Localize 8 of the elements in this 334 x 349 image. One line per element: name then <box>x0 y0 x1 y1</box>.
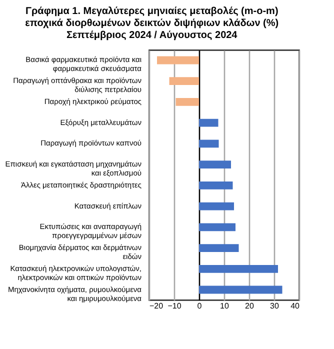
x-tick-label: −20 <box>150 302 164 310</box>
x-tick-label: 40 <box>290 302 300 310</box>
x-tick-label: −10 <box>168 302 182 310</box>
x-tick-label: 0 <box>197 302 202 310</box>
x-tick-label: 30 <box>270 302 280 310</box>
x-tick-label: 20 <box>245 302 254 310</box>
chart-title: Γράφημα 1. Μεγαλύτερες μηνιαίες μεταβολές (m-o-m) εποχικά διορθωμένων δεικτών διψήφιων κλάδων (%) Σεπτέμβριος 2024 / Αύγουστος 2024 <box>25 6 279 41</box>
x-tick-label: 10 <box>220 302 230 310</box>
